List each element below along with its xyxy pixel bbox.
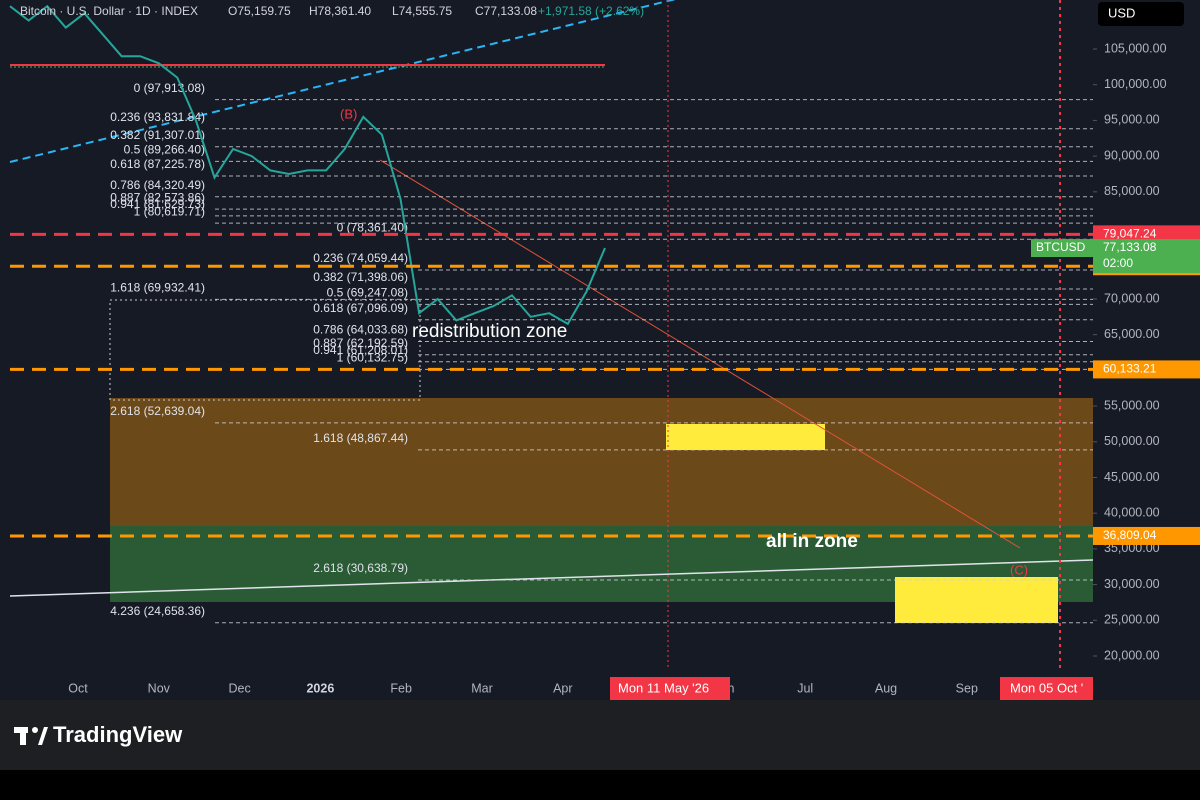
range-box — [109, 299, 421, 401]
fib-label: 2.618 (52,639.04) — [110, 404, 205, 418]
y-tick-label: 25,000.00 — [1104, 613, 1160, 627]
wave-label: (C) — [1010, 562, 1028, 577]
y-tick-label: 90,000.00 — [1104, 148, 1160, 162]
dynamic-layer: 105,000.00 100,000.00 95,000.00 90,000.00 85… — [9, 0, 1200, 700]
y-tick-label: 100,000.00 — [1104, 77, 1167, 91]
date-tag-label: Mon 05 Oct ' — [1010, 680, 1083, 695]
y-tick-label: 95,000.00 — [1104, 113, 1160, 127]
price-tag — [1093, 360, 1200, 379]
fib-label: 0.5 (69,247.08) — [327, 286, 408, 300]
target-box — [895, 577, 1058, 623]
x-tick-label: Nov — [148, 681, 171, 695]
brand-logo — [14, 727, 48, 745]
y-tick-label: 45,000.00 — [1104, 470, 1160, 484]
x-tick-label: Dec — [228, 681, 250, 695]
fib-label: 0 (78,361.40) — [337, 220, 408, 234]
price-tag-label: 79,047.24 — [1103, 227, 1157, 241]
y-tick-label: 85,000.00 — [1104, 184, 1160, 198]
fib-label: 0.786 (84,320.49) — [110, 178, 205, 192]
trendline — [9, 559, 1094, 597]
fib-label: 0.941 (81,629.73) — [110, 197, 205, 211]
price-tag-label: 60,133.21 — [1103, 362, 1157, 376]
fib-label: 0.236 (74,059.44) — [313, 251, 408, 265]
ohlc-open: O75,159.75 — [228, 4, 291, 18]
x-tick-label: 2026 — [306, 681, 334, 695]
price-line — [9, 4, 606, 326]
ohlc-close: C77,133.08 — [475, 4, 537, 18]
date-tag — [1000, 677, 1093, 700]
x-tick-label: Oct — [68, 681, 88, 695]
x-tick-label: Aug — [875, 681, 897, 695]
fib-label: 0.382 (91,307.01) — [110, 128, 205, 142]
x-tick-label: Mar — [471, 681, 493, 695]
fib-label: 1.618 (69,932.41) — [110, 281, 205, 295]
bottom-strip — [0, 770, 1200, 800]
trendline — [379, 159, 1021, 549]
fib-label: 0 (97,913.08) — [134, 81, 205, 95]
fib-label: 0.618 (87,225.78) — [110, 157, 205, 171]
fib-label: 0.618 (67,096.09) — [313, 301, 408, 315]
price-tag-label: 36,809.04 — [1103, 528, 1157, 542]
price-tag — [1093, 225, 1200, 244]
y-tick-label: 20,000.00 — [1104, 648, 1160, 662]
currency-label[interactable]: USD — [1108, 5, 1135, 20]
fib-label: 0.887 (82,573.86) — [110, 190, 205, 204]
last-price-name: BTCUSD — [1036, 240, 1086, 254]
symbol: Bitcoin · U.S. Dollar · 1D · INDEX — [20, 4, 198, 18]
x-tick-label: Jul — [797, 681, 813, 695]
fib-label: 0.382 (71,398.06) — [313, 270, 408, 284]
price-tag — [1093, 526, 1200, 545]
y-tick-label: 55,000.00 — [1104, 398, 1160, 412]
fib-label: 1 (60,132.75) — [337, 351, 408, 365]
target-box — [666, 424, 825, 450]
brand-name: TradingView — [53, 722, 183, 747]
fib-label: 1 (80,619.71) — [134, 204, 205, 218]
date-tag — [610, 677, 730, 700]
zone-label: all in zone — [766, 531, 858, 552]
trendline — [9, 0, 677, 163]
last-price-label: 77,133.08 — [1103, 240, 1157, 254]
fib-label: 4.236 (24,658.36) — [110, 604, 205, 618]
fib-label: 0.5 (89,266.40) — [124, 143, 205, 157]
date-tag-label: Mon 11 May '26 — [618, 680, 709, 695]
last-price-box — [1093, 239, 1200, 274]
y-tick-label: 50,000.00 — [1104, 434, 1160, 448]
x-tick-label: Feb — [390, 681, 412, 695]
y-tick-label: 40,000.00 — [1104, 505, 1160, 519]
fib-label: 0.887 (62,192.59) — [313, 336, 408, 350]
price-axis — [1093, 0, 1200, 700]
fib-label: 0.236 (93,831.84) — [110, 110, 205, 124]
y-tick-label: 105,000.00 — [1104, 41, 1167, 55]
fib-label: 0.786 (64,033.68) — [313, 323, 408, 337]
y-tick-label: 70,000.00 — [1104, 291, 1160, 305]
footer-bar — [0, 700, 1200, 770]
last-price-tag — [1031, 239, 1093, 258]
fib-label: 0.941 (61,208.01) — [313, 343, 408, 357]
wave-label: (B) — [340, 106, 357, 121]
ohlc-high: H78,361.40 — [309, 4, 371, 18]
y-tick-label: 65,000.00 — [1104, 327, 1160, 341]
y-tick-label: 30,000.00 — [1104, 577, 1160, 591]
ohlc-low: L74,555.75 — [392, 4, 452, 18]
countdown: 02:00 — [1103, 256, 1133, 270]
x-tick-label: Apr — [553, 681, 572, 695]
orange-zone — [110, 398, 1093, 526]
ohlc-change: +1,971.58 (+2.62%) — [538, 4, 644, 18]
currency-button[interactable] — [1098, 2, 1184, 26]
fib-label: 2.618 (30,638.79) — [313, 561, 408, 575]
zone-label: redistribution zone — [412, 321, 567, 342]
x-tick-label: Sep — [956, 681, 978, 695]
fib-label: 1.618 (48,867.44) — [313, 431, 408, 445]
